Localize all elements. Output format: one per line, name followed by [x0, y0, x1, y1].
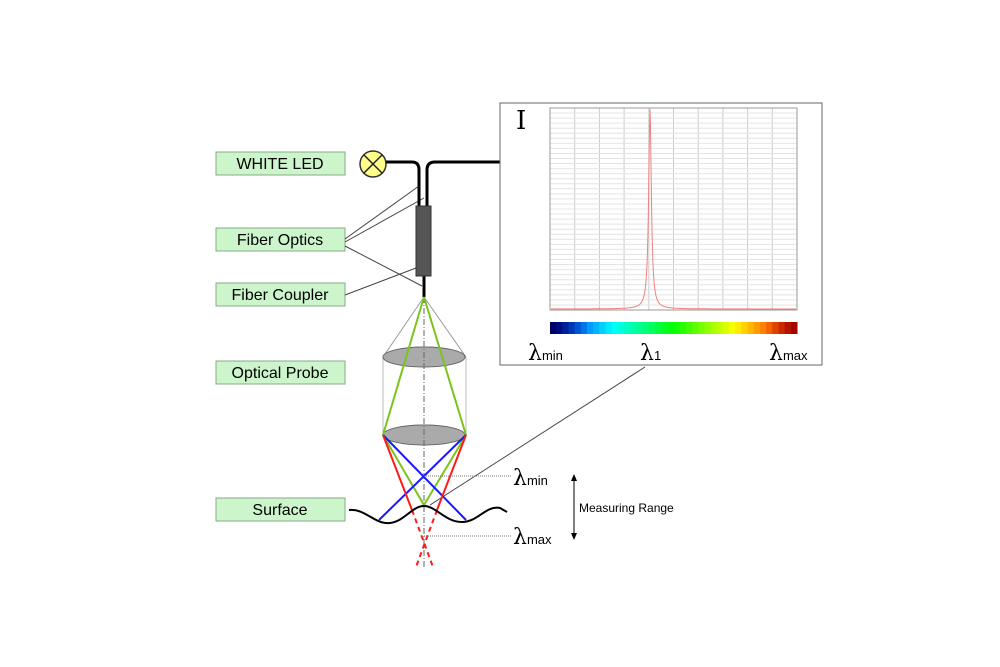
label-text: Surface	[252, 502, 307, 519]
colorbar-segment	[587, 322, 594, 334]
colorbar-segment	[556, 322, 563, 334]
label-fiber-coupler: Fiber Coupler	[215, 282, 346, 307]
spectrum-peak	[551, 108, 796, 310]
colorbar-segment	[679, 322, 687, 334]
colorbar-segment	[759, 322, 767, 334]
colorbar-segment	[685, 322, 693, 334]
colorbar-segment	[784, 322, 792, 334]
colorbar-segment	[605, 322, 613, 334]
colorbar-segment	[617, 322, 625, 334]
colorbar-segment	[753, 322, 761, 334]
label-white-led: WHITE LED	[215, 151, 346, 176]
colorbar-segment	[667, 322, 674, 334]
colorbar-segment	[630, 322, 637, 334]
green-ray	[423, 434, 467, 506]
label-text: Fiber Optics	[237, 232, 323, 249]
lambda-max-axis-label: λmax	[769, 341, 808, 366]
lambda-min-axis-label: λmin	[528, 341, 563, 366]
blue-ray	[378, 434, 467, 521]
colorbar-segment	[704, 322, 712, 334]
fiber-coupler	[415, 205, 432, 277]
colorbar-segment	[648, 322, 656, 334]
label-surface: Surface	[215, 497, 346, 522]
colorbar-segment	[568, 322, 576, 334]
surface-profile	[348, 504, 508, 525]
label-fiber-optics: Fiber Optics	[215, 227, 346, 252]
lambda-min-label: λmin	[513, 466, 548, 491]
colorbar-segment	[722, 322, 730, 334]
colorbar-segment	[698, 322, 705, 334]
colorbar-segment	[624, 322, 631, 334]
colorbar-segment	[593, 322, 600, 334]
colorbar-segment	[574, 322, 582, 334]
spectrum-grid	[550, 108, 798, 310]
label-text: WHITE LED	[236, 156, 323, 173]
colorbar-segment	[716, 322, 724, 334]
led-lamp-icon	[359, 150, 387, 178]
colorbar-segment	[790, 322, 798, 334]
colorbar-segment	[599, 322, 607, 334]
colorbar-segment	[580, 322, 588, 334]
lambda-max-label: λmax	[513, 525, 552, 550]
colorbar-segment	[550, 322, 557, 334]
lambda-1-axis-label: λ1	[640, 341, 661, 366]
colorbar-segment	[710, 322, 718, 334]
intensity-axis-label: I	[516, 106, 526, 136]
fibers	[386, 160, 500, 297]
colorbar-segment	[735, 322, 742, 334]
spectrum-panel: I λmin λ1 λmax	[499, 102, 823, 366]
range-arrow	[571, 474, 577, 540]
colorbar-segment	[778, 322, 786, 334]
colorbar-segment	[766, 322, 773, 334]
leader-lines	[344, 185, 646, 506]
blue-ray	[382, 434, 467, 521]
colorbar-segment	[636, 322, 644, 334]
colorbar-segment	[562, 322, 570, 334]
colorbar-segment	[741, 322, 749, 334]
red-ray	[436, 434, 467, 511]
optical-probe	[378, 296, 467, 568]
colorbar-segment	[642, 322, 650, 334]
label-text: Optical Probe	[232, 365, 329, 382]
wavelength-colorbar	[550, 322, 798, 334]
colorbar-segment	[729, 322, 736, 334]
colorbar-segment	[654, 322, 662, 334]
colorbar-segment	[611, 322, 619, 334]
measuring-range-label: Measuring Range	[579, 501, 674, 515]
colorbar-segment	[673, 322, 681, 334]
colorbar-segment	[747, 322, 755, 334]
colorbar-segment	[692, 322, 699, 334]
green-ray	[382, 434, 425, 506]
colorbar-segment	[661, 322, 668, 334]
red-ray	[382, 434, 413, 511]
label-text: Fiber Coupler	[232, 287, 330, 304]
label-optical-probe: Optical Probe	[215, 360, 346, 385]
colorbar-segment	[772, 322, 779, 334]
